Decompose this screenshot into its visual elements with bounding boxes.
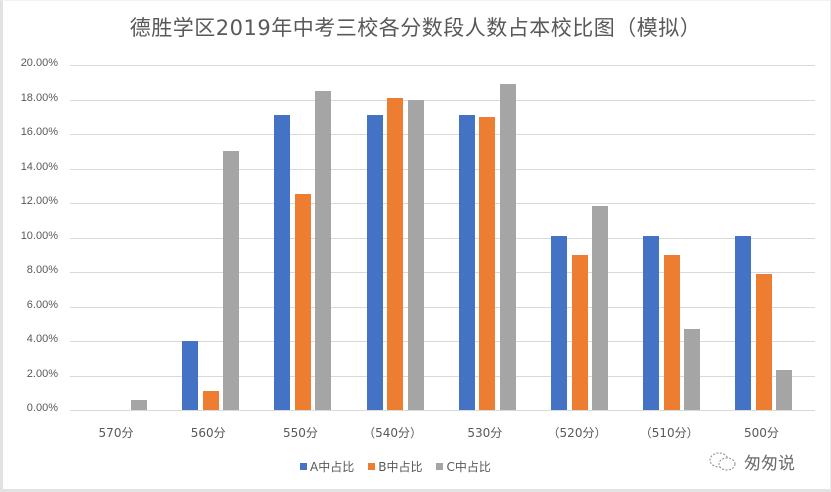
bar (755, 273, 772, 410)
x-tick-label: 500分 (743, 426, 779, 440)
x-tick-label: 550分 (282, 426, 318, 440)
bar (182, 341, 199, 410)
y-tick-label: 8.00% (26, 264, 58, 276)
bar (294, 194, 311, 410)
y-tick-label: 18.00% (20, 91, 58, 104)
gridline (70, 134, 815, 135)
x-tick-label: （540分） (363, 426, 423, 440)
legend: A中占比 B中占比 C中占比 (300, 458, 491, 475)
gridline (70, 375, 815, 377)
bar (407, 99, 424, 410)
legend-label-a: A中占比 (310, 460, 355, 474)
y-tick-label: 20.00% (20, 57, 58, 69)
y-tick-label: 16.00% (20, 126, 58, 138)
bar (479, 116, 496, 410)
bar (735, 235, 752, 410)
gridline (70, 237, 815, 239)
y-tick-label: 2.00% (26, 367, 58, 380)
gridline (70, 410, 815, 411)
gridline (70, 99, 815, 101)
gridline (70, 272, 815, 273)
gridline (70, 203, 815, 204)
y-tick-label: 6.00% (26, 298, 58, 311)
bar (202, 391, 219, 410)
x-tick-label: 570分 (98, 426, 134, 440)
bar (663, 254, 680, 410)
legend-label-b: B中占比 (378, 460, 423, 474)
bar (274, 115, 291, 410)
bar (776, 370, 793, 410)
legend-swatch-a (300, 463, 307, 470)
legend-item-b: B中占比 (368, 458, 422, 475)
bar (499, 83, 516, 410)
watermark-text: 匆匆说 (744, 454, 795, 474)
bar (315, 90, 332, 410)
x-tick-label: （510分） (639, 426, 699, 440)
x-tick-label: （520分） (547, 426, 607, 440)
gridline (70, 341, 815, 342)
legend-label-c: C中占比 (446, 460, 491, 474)
watermark: 匆匆说 (708, 449, 795, 474)
chart-title: 德胜学区2019年中考三校各分数段人数占本校比图（模拟） (129, 16, 702, 40)
x-tick-label: 530分 (467, 426, 503, 440)
bar (366, 115, 383, 410)
gridline (70, 65, 815, 66)
y-tick-label: 10.00% (20, 229, 58, 242)
bar (592, 206, 608, 410)
legend-item-a: A中占比 (300, 458, 354, 475)
bar (684, 328, 701, 410)
bar (131, 399, 147, 410)
bar (551, 235, 567, 410)
bar (223, 151, 240, 410)
y-tick-label: 0.00% (26, 402, 58, 414)
legend-swatch-b (368, 463, 376, 470)
bar (387, 97, 404, 410)
bar (643, 235, 660, 410)
legend-swatch-c (436, 463, 444, 470)
bar (458, 115, 475, 410)
bar (571, 254, 588, 410)
gridline (70, 306, 815, 308)
y-tick-label: 12.00% (20, 195, 58, 207)
y-tick-label: 14.00% (20, 160, 58, 173)
gridline (70, 168, 815, 170)
legend-item-c: C中占比 (436, 458, 491, 475)
wechat-bubble-icon (709, 452, 736, 470)
y-tick-label: 4.00% (26, 333, 58, 345)
x-tick-label: 560分 (190, 426, 226, 440)
